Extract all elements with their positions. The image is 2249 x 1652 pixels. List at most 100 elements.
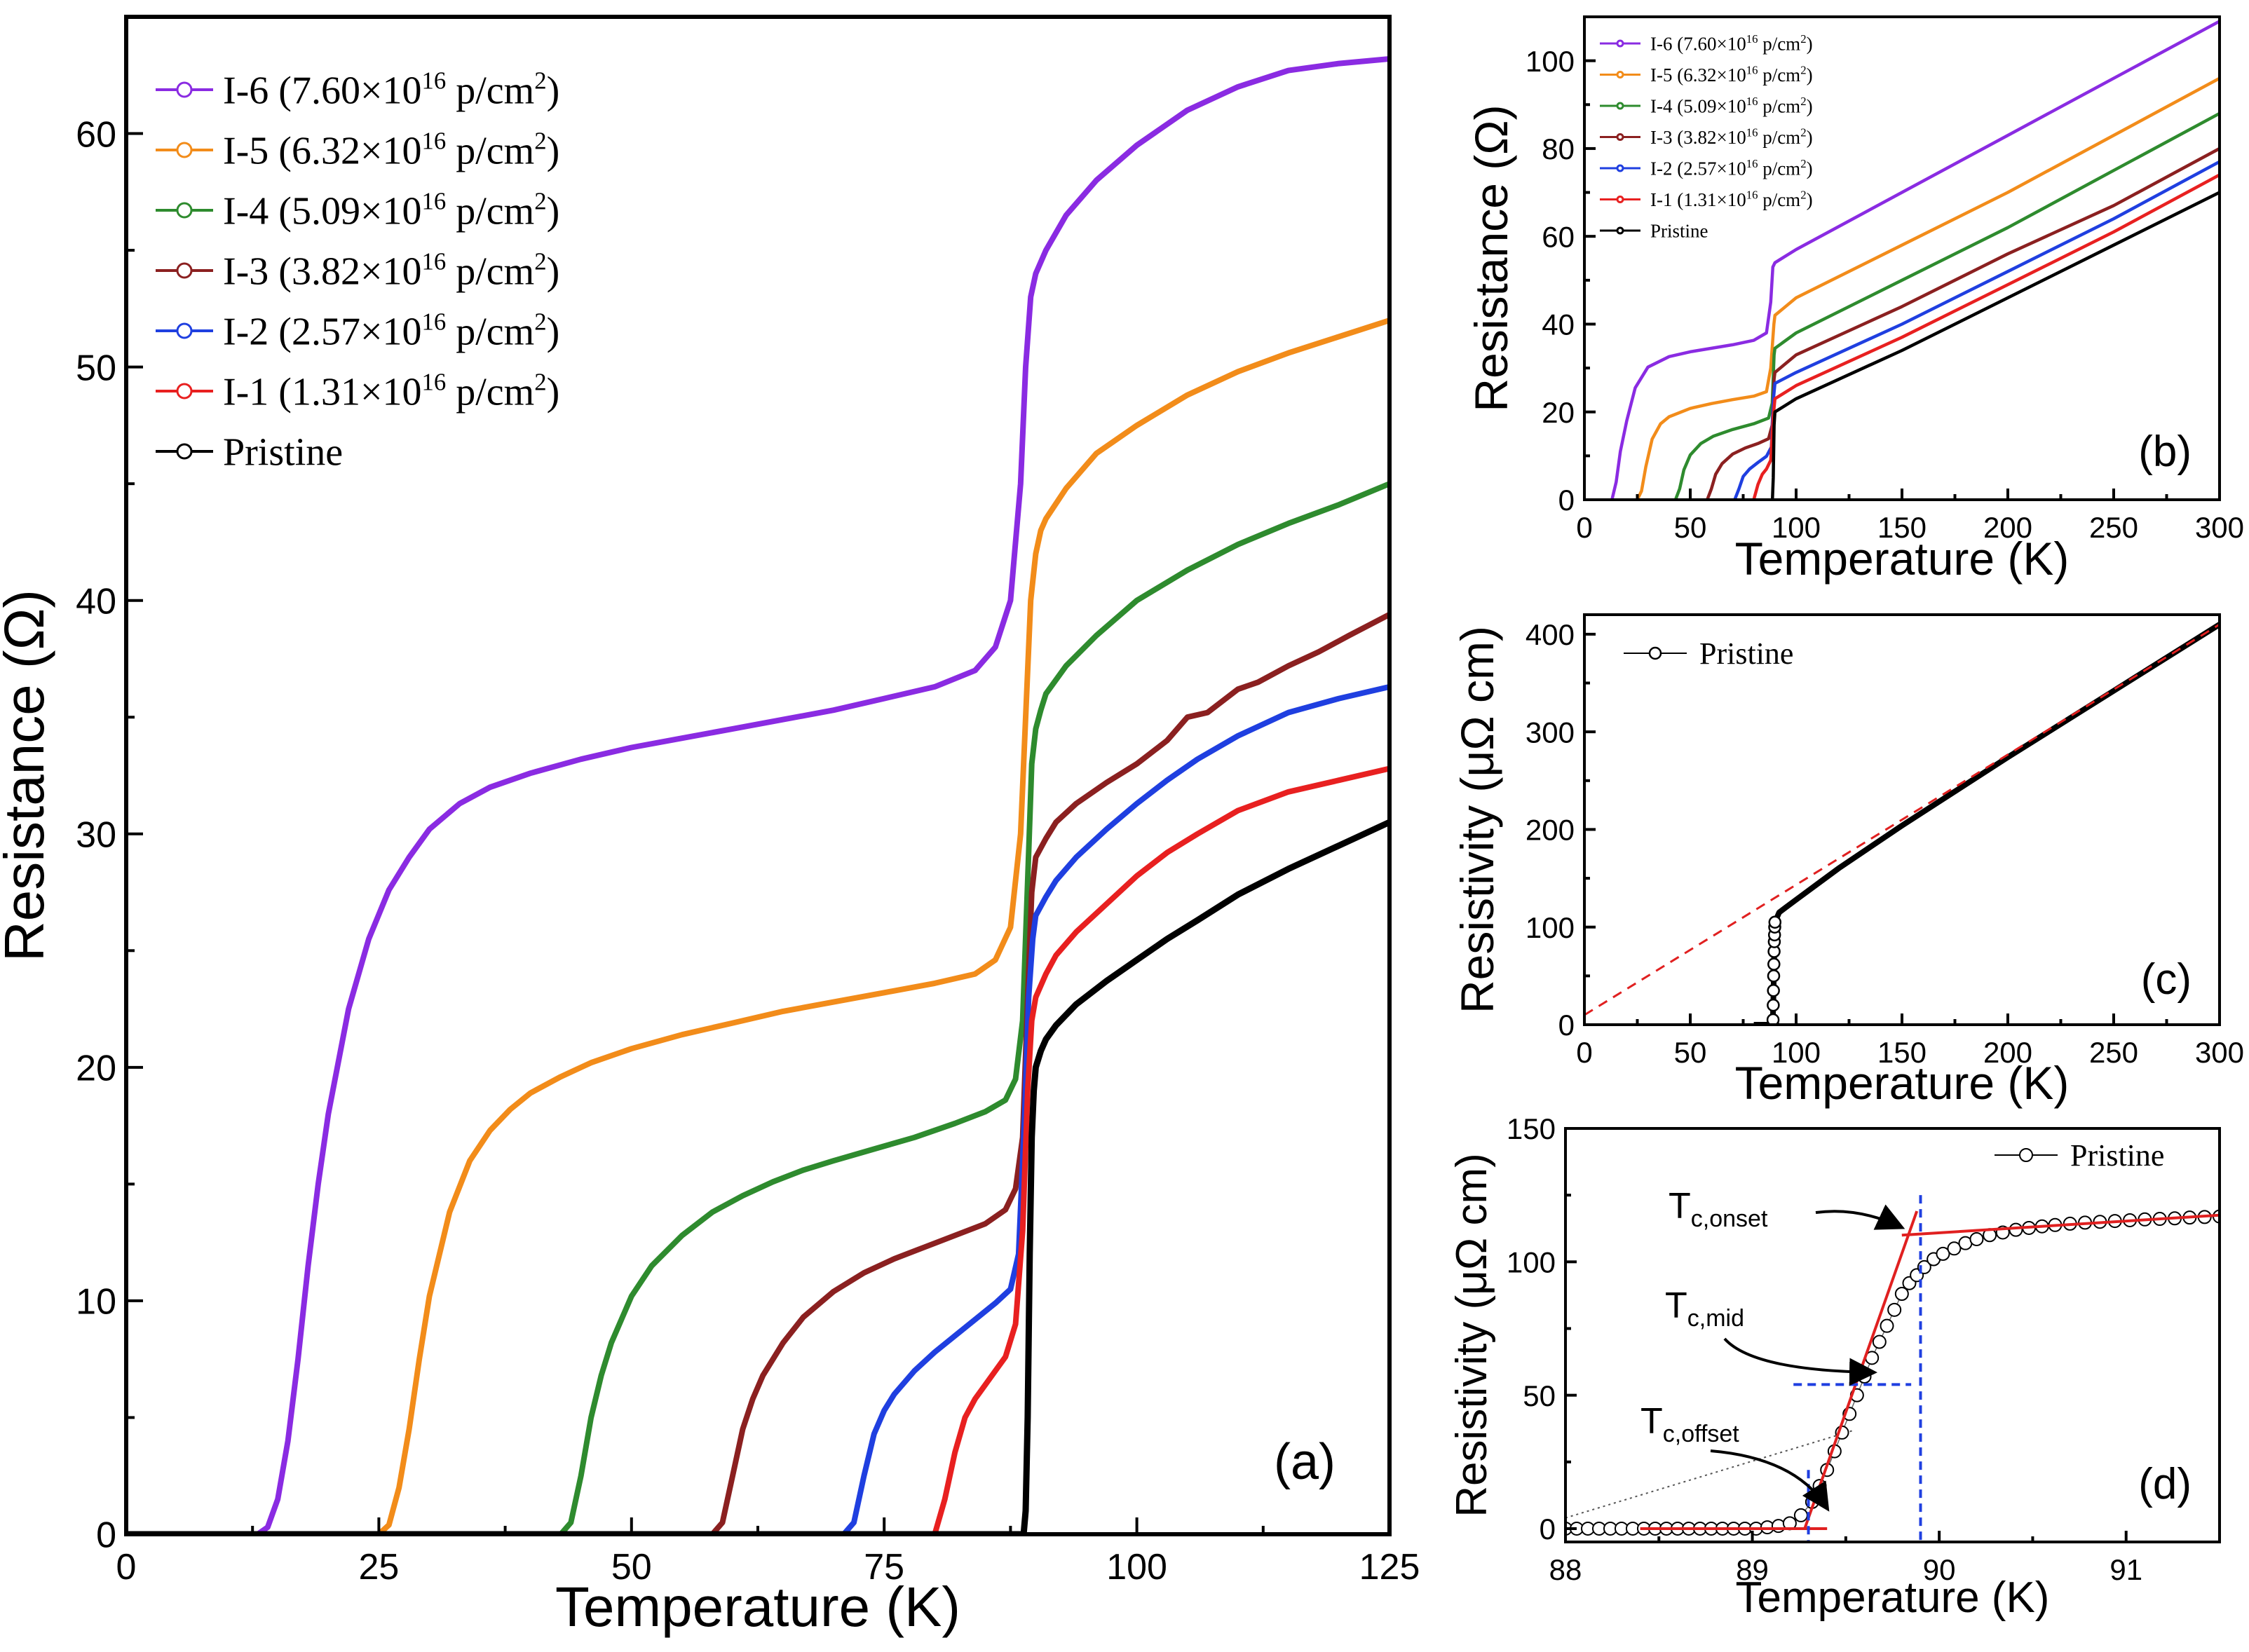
legend-close: ) — [1807, 158, 1813, 179]
annotation-T: T — [1665, 1285, 1687, 1326]
legend-fluence: (5.09×10 — [269, 190, 421, 233]
legend-c-label: Pristine — [1699, 636, 1793, 671]
legend-marker — [176, 383, 193, 400]
panel-label-c: (c) — [2141, 955, 2192, 1004]
legend-close: ) — [1807, 64, 1813, 86]
legend-b-label: I-5 (6.32×1016 p/cm2) — [1650, 64, 1813, 86]
annotation-subscript: c,mid — [1687, 1305, 1744, 1332]
legend-marker — [176, 202, 193, 219]
data-marker — [1767, 969, 1781, 983]
legend-marker — [1616, 133, 1624, 141]
x-tick-label: 89 — [1736, 1553, 1769, 1586]
legend-name: I-5 — [223, 130, 269, 173]
legend-unit: p/cm — [446, 190, 534, 233]
data-marker — [1793, 1508, 1808, 1522]
panel-b: 0 50 100 150 200 250 300020406080100Temperatur… — [1465, 15, 2244, 585]
onset-fit-top-line — [1901, 1213, 2220, 1237]
legend-b-label: Pristine — [1650, 220, 1708, 241]
legend-b-label: I-3 (3.82×1016 p/cm2) — [1650, 126, 1813, 148]
legend-fluence: (7.60×10 — [269, 69, 421, 113]
data-marker — [1894, 1287, 1909, 1301]
legend-square: 2 — [1800, 157, 1806, 170]
x-tick-label: 100 — [1772, 1036, 1821, 1069]
legend-name: I-5 — [1650, 64, 1672, 86]
y-tick-label: 60 — [76, 114, 116, 155]
legend-close: ) — [1807, 95, 1813, 116]
data-marker — [1887, 1302, 1902, 1317]
legend-fluence: (5.09×10 — [1672, 95, 1746, 116]
legend-unit: p/cm — [446, 69, 534, 113]
legend-square: 2 — [1800, 95, 1806, 108]
annotation-label: Tc,mid — [1665, 1285, 1744, 1332]
legend-b-label: I-2 (2.57×1016 p/cm2) — [1650, 157, 1813, 179]
legend-fluence: (3.82×10 — [269, 250, 421, 294]
legend-square: 2 — [534, 67, 546, 94]
y-tick-label: 0 — [1558, 1009, 1575, 1042]
legend-marker — [1648, 646, 1662, 660]
y-tick-label: 40 — [1542, 308, 1575, 341]
series-group — [1584, 622, 2220, 1025]
x-tick-label: 90 — [1923, 1553, 1956, 1586]
y-tick-label: 200 — [1526, 814, 1575, 847]
legend-unit: p/cm — [446, 130, 534, 173]
y-tick-label: 50 — [76, 348, 116, 388]
y-tick-label: 400 — [1526, 618, 1575, 651]
legend-unit: p/cm — [1758, 127, 1800, 148]
legend-a-label: I-1 (1.31×1016 p/cm2) — [223, 368, 559, 414]
panel-c: 0 50 100 150 200 250 300 0 100 200 300 400 Temperatu… — [1451, 613, 2244, 1109]
data-marker — [1767, 998, 1780, 1012]
annotation-label: Tc,offset — [1640, 1401, 1739, 1447]
legend-close: ) — [1807, 189, 1813, 210]
annotation-subscript: c,onset — [1691, 1206, 1768, 1232]
annotation-T: T — [1640, 1401, 1663, 1442]
data-marker — [1969, 1231, 1984, 1246]
panel-d: 88 89 90 91 0 50 100 150 Temperature (K) Resistiv… — [1448, 1112, 2221, 1622]
x-tick-label: 0 — [1576, 1036, 1592, 1069]
legend-b-label: I-6 (7.60×1016 p/cm2) — [1650, 32, 1813, 54]
legend-name: I-6 — [1650, 33, 1672, 54]
panel-label-a: (a) — [1274, 1434, 1336, 1490]
data-marker — [1766, 1013, 1780, 1025]
legend-marker — [176, 81, 193, 98]
annotation-arrow — [1723, 1337, 1877, 1386]
series-line-Pristine — [126, 819, 1390, 1534]
legend-marker — [176, 142, 193, 158]
y-tick-label: 30 — [76, 814, 116, 855]
legend-fluence: (6.32×10 — [1672, 64, 1746, 86]
legend-exponent: 16 — [1746, 64, 1758, 77]
legend-close: ) — [547, 250, 560, 294]
legend-exponent: 16 — [1746, 126, 1758, 139]
linear-fit-line — [1584, 623, 2220, 1016]
legend-exponent: 16 — [1746, 32, 1758, 46]
legend-exponent: 16 — [1746, 95, 1758, 108]
y-tick-label: 0 — [96, 1515, 116, 1556]
legend-unit: p/cm — [1758, 95, 1800, 116]
series-line-I-6 — [126, 56, 1390, 1534]
legend-a-label: Pristine — [223, 431, 343, 475]
x-tick-label: 50 — [1674, 511, 1707, 544]
legend-a-label: I-2 (2.57×1016 p/cm2) — [223, 308, 559, 353]
y-tick-label: 0 — [1558, 484, 1575, 517]
legend-square: 2 — [534, 247, 546, 275]
legend-name: I-4 — [223, 190, 269, 233]
legend-square: 2 — [534, 187, 546, 214]
legend-fluence: (6.32×10 — [269, 130, 421, 173]
legend-marker — [1616, 102, 1624, 110]
legend-square: 2 — [534, 127, 546, 154]
series-line-I-1 — [1752, 173, 2220, 500]
legend-square: 2 — [534, 308, 546, 335]
legend-marker — [1616, 164, 1624, 172]
panel-a: 0 25 50 75 100 125 0 10 20 30 40 50 60 Temperature (K… — [0, 15, 1420, 1638]
legend-d-label: Pristine — [2070, 1138, 2164, 1173]
x-tick-label: 300 — [2195, 1036, 2244, 1069]
legend-marker — [1616, 196, 1624, 203]
data-marker — [1771, 1519, 1786, 1534]
annotation-T: T — [1669, 1186, 1691, 1227]
y-tick-label: 80 — [1542, 132, 1575, 165]
legend-exponent: 16 — [422, 127, 447, 154]
legend-marker — [176, 322, 193, 339]
legend-unit: p/cm — [1758, 64, 1800, 86]
y-tick-label: 100 — [1526, 45, 1575, 78]
series-group — [126, 56, 1390, 1534]
series-group — [1610, 20, 2220, 500]
